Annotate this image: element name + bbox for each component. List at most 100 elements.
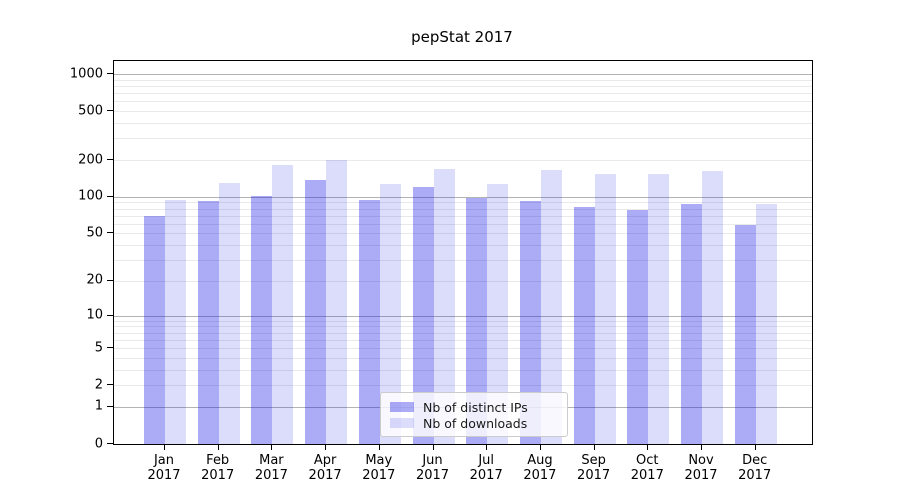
bar-downloads-dec bbox=[755, 204, 777, 444]
bar-downloads-nov bbox=[702, 170, 723, 444]
x-tick-oct bbox=[647, 445, 649, 450]
bar-downloads-jun bbox=[433, 169, 455, 444]
bar-downloads-mar bbox=[272, 165, 294, 444]
bar-downloads-aug bbox=[540, 169, 562, 444]
gridline-minor-90 bbox=[114, 202, 812, 204]
legend-swatch-downloads bbox=[390, 418, 414, 428]
x-tick-year: 2017 bbox=[254, 468, 288, 483]
legend-item-downloads: Nb of downloads bbox=[390, 415, 558, 431]
x-tick-year: 2017 bbox=[738, 468, 772, 483]
y-tick-label-50: 50 bbox=[86, 225, 103, 241]
x-tick-month: Jun bbox=[422, 453, 443, 468]
gridline-minor-7 bbox=[114, 332, 812, 334]
x-tick-year: 2017 bbox=[577, 468, 611, 483]
y-tick-1 bbox=[107, 405, 113, 407]
gridline-minor-200 bbox=[114, 160, 812, 161]
x-tick-label-dec: Dec 2017 bbox=[723, 453, 787, 483]
y-tick-1000 bbox=[107, 73, 113, 74]
gridline-minor-700 bbox=[114, 93, 812, 95]
gridline-minor-80 bbox=[114, 208, 812, 210]
bar-downloads-jul bbox=[487, 184, 509, 444]
bar-distinct-ips-oct bbox=[627, 210, 649, 444]
y-tick-label-5: 5 bbox=[94, 340, 103, 355]
x-tick-month: Jul bbox=[478, 453, 495, 468]
y-tick-label-10: 10 bbox=[86, 307, 103, 323]
gridline-minor-2 bbox=[114, 385, 812, 387]
x-tick-month: Mar bbox=[259, 453, 284, 468]
x-tick-label-may: May 2017 bbox=[347, 453, 411, 483]
x-tick-label-apr: Apr 2017 bbox=[293, 453, 357, 483]
gridline-minor-50 bbox=[114, 233, 812, 235]
bar-downloads-jan bbox=[165, 199, 186, 444]
x-tick-nov bbox=[701, 445, 702, 450]
x-tick-label-jan: Jan 2017 bbox=[132, 453, 196, 483]
gridline-minor-20 bbox=[114, 280, 812, 282]
gridline-minor-70 bbox=[114, 215, 812, 217]
x-tick-label-nov: Nov 2017 bbox=[669, 453, 733, 483]
bar-distinct-ips-apr bbox=[305, 180, 327, 444]
x-tick-year: 2017 bbox=[362, 468, 396, 483]
gridline-major-1000 bbox=[114, 74, 812, 75]
legend: Nb of distinct IPs Nb of downloads bbox=[380, 392, 568, 437]
y-tick-label-20: 20 bbox=[86, 272, 103, 288]
x-tick-label-jul: Jul 2017 bbox=[454, 453, 518, 483]
gridline-major-10 bbox=[114, 315, 812, 317]
x-tick-month: Aug bbox=[527, 453, 553, 468]
y-tick-label-200: 200 bbox=[78, 152, 103, 167]
gridline-minor-40 bbox=[114, 245, 812, 247]
bar-distinct-ips-jul bbox=[466, 197, 488, 444]
x-tick-year: 2017 bbox=[684, 468, 718, 483]
x-tick-aug bbox=[539, 445, 541, 450]
y-tick-label-0: 0 bbox=[94, 436, 103, 451]
gridline-minor-9 bbox=[114, 320, 812, 322]
x-tick-jul bbox=[486, 445, 488, 450]
bar-downloads-oct bbox=[648, 174, 670, 444]
x-tick-label-jun: Jun 2017 bbox=[401, 453, 465, 483]
x-tick-month: Dec bbox=[742, 453, 768, 468]
bar-downloads-feb bbox=[218, 182, 240, 444]
gridline-minor-30 bbox=[114, 260, 812, 262]
x-tick-year: 2017 bbox=[523, 468, 557, 483]
x-tick-month: May bbox=[365, 453, 393, 468]
y-tick-label-500: 500 bbox=[78, 103, 103, 119]
gridline-minor-400 bbox=[114, 123, 812, 124]
y-tick-label-1: 1 bbox=[94, 398, 103, 414]
gridline-minor-800 bbox=[114, 85, 812, 87]
y-tick-label-1000: 1000 bbox=[69, 66, 103, 81]
x-tick-mar bbox=[271, 445, 273, 450]
y-tick-2 bbox=[107, 384, 113, 386]
x-tick-year: 2017 bbox=[308, 468, 342, 483]
x-tick-jan bbox=[164, 445, 165, 450]
y-tick-20 bbox=[107, 279, 113, 281]
x-tick-feb bbox=[217, 445, 219, 450]
y-tick-5 bbox=[107, 347, 113, 348]
x-tick-month: Nov bbox=[688, 453, 714, 468]
chart-title: pepStat 2017 bbox=[411, 28, 513, 46]
x-tick-label-aug: Aug 2017 bbox=[508, 453, 572, 483]
bar-downloads-may bbox=[379, 184, 401, 444]
plot-area: Nb of distinct IPs Nb of downloads bbox=[113, 60, 813, 445]
gridline-minor-6 bbox=[114, 339, 812, 341]
y-tick-100 bbox=[107, 195, 113, 197]
x-tick-dec bbox=[754, 445, 756, 450]
bar-distinct-ips-jan bbox=[144, 215, 165, 444]
bar-distinct-ips-dec bbox=[734, 224, 756, 444]
x-tick-sep bbox=[593, 445, 595, 450]
legend-label-distinct-ips: Nb of distinct IPs bbox=[423, 399, 528, 415]
x-tick-month: Jan bbox=[153, 453, 175, 468]
y-tick-label-2: 2 bbox=[94, 377, 103, 393]
x-tick-may bbox=[378, 445, 380, 450]
y-tick-500 bbox=[107, 110, 113, 112]
y-tick-10 bbox=[107, 314, 113, 316]
bar-distinct-ips-sep bbox=[573, 207, 595, 444]
x-tick-label-mar: Mar 2017 bbox=[239, 453, 303, 483]
x-tick-jun bbox=[432, 445, 434, 450]
bar-distinct-ips-nov bbox=[681, 204, 702, 444]
bar-distinct-ips-jun bbox=[412, 187, 434, 444]
x-tick-label-feb: Feb 2017 bbox=[186, 453, 250, 483]
bar-distinct-ips-may bbox=[358, 200, 380, 444]
gridline-minor-300 bbox=[114, 138, 812, 140]
x-tick-year: 2017 bbox=[201, 468, 235, 483]
gridline-minor-900 bbox=[114, 79, 812, 81]
